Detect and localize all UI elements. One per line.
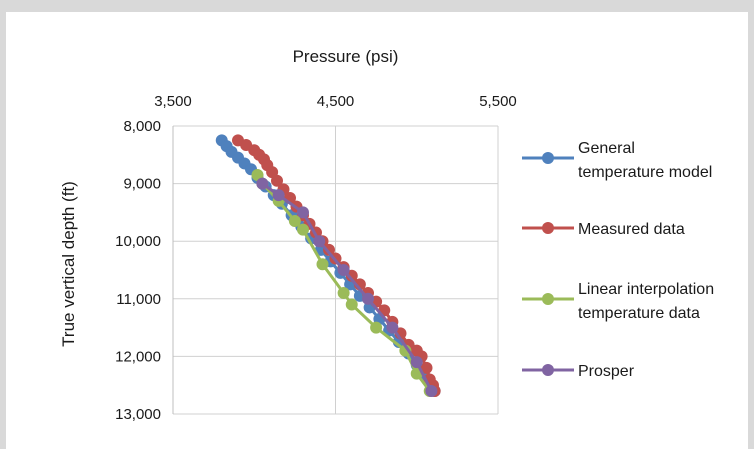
legend-label: temperature data bbox=[578, 305, 700, 322]
x-tick-label: 4,500 bbox=[317, 93, 355, 110]
data-point bbox=[371, 322, 382, 333]
legend-swatch-marker bbox=[542, 364, 554, 376]
data-point bbox=[346, 299, 357, 310]
legend-swatch-marker bbox=[542, 222, 554, 234]
data-point bbox=[257, 178, 268, 189]
legend-label: Measured data bbox=[578, 221, 685, 238]
data-point bbox=[338, 265, 349, 276]
legend-label: Prosper bbox=[578, 363, 635, 380]
data-point bbox=[289, 216, 300, 227]
x-tick-label: 5,500 bbox=[479, 93, 517, 110]
y-tick-label: 10,000 bbox=[115, 233, 161, 250]
series-line bbox=[258, 175, 430, 391]
data-point bbox=[317, 259, 328, 270]
y-tick-label: 9,000 bbox=[123, 176, 161, 193]
legend-label: General bbox=[578, 140, 635, 157]
x-tick-label: 3,500 bbox=[154, 93, 192, 110]
data-point bbox=[363, 293, 374, 304]
x-axis-title: Pressure (psi) bbox=[293, 47, 399, 66]
data-point bbox=[387, 322, 398, 333]
y-axis-title: True vertical depth (ft) bbox=[59, 181, 78, 347]
data-point bbox=[273, 190, 284, 201]
legend-label: temperature model bbox=[578, 164, 712, 181]
y-tick-label: 11,000 bbox=[116, 291, 161, 308]
legend-swatch-marker bbox=[542, 293, 554, 305]
data-point bbox=[314, 236, 325, 247]
data-point bbox=[411, 357, 422, 368]
y-tick-label: 13,000 bbox=[115, 406, 161, 423]
legend-swatch-marker bbox=[542, 152, 554, 164]
y-tick-label: 8,000 bbox=[123, 118, 161, 135]
data-point bbox=[298, 224, 309, 235]
data-point bbox=[298, 207, 309, 218]
data-point bbox=[338, 288, 349, 299]
y-tick-label: 12,000 bbox=[115, 348, 161, 365]
legend-label: Linear interpolation bbox=[578, 281, 714, 298]
data-point bbox=[426, 385, 437, 396]
